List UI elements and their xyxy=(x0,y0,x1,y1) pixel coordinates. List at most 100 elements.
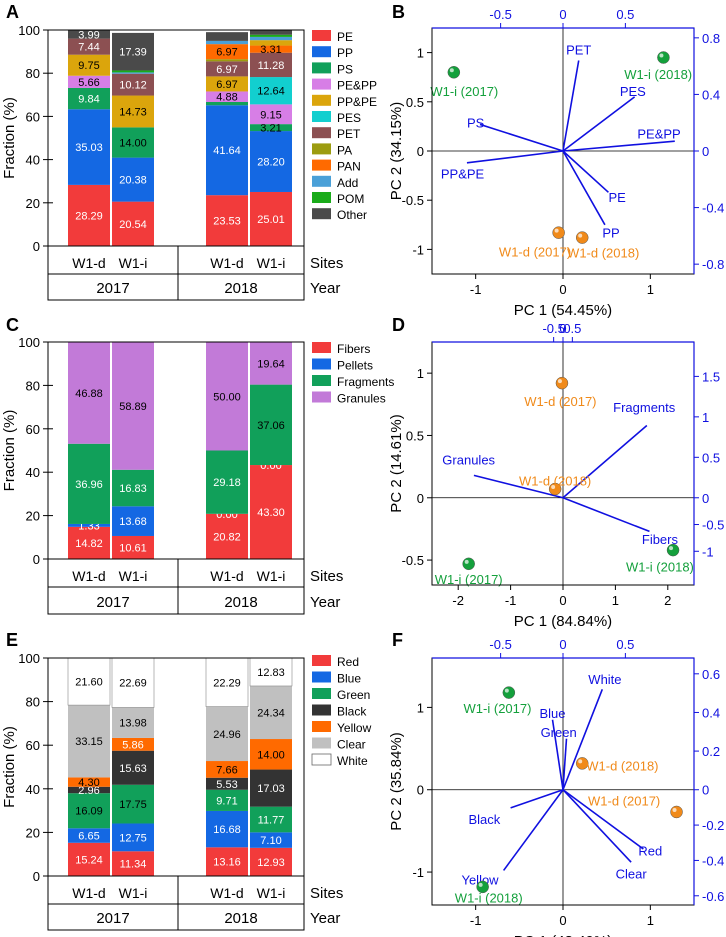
score-label: W1-i (2018) xyxy=(624,67,692,82)
y-tick-label: 0 xyxy=(33,869,40,884)
data-label: 7.66 xyxy=(216,764,237,776)
y-tick-label: 40 xyxy=(26,782,40,797)
legend-label: Granules xyxy=(337,392,386,406)
score-point-highlight xyxy=(554,228,559,233)
score-label: W1-i (2018) xyxy=(455,890,523,905)
bar-segment-pet xyxy=(68,38,110,55)
category-table xyxy=(47,875,305,931)
legend-label: Other xyxy=(337,208,367,222)
data-label: 24.34 xyxy=(257,708,285,720)
legend-label: PP&PE xyxy=(337,95,377,109)
year-label: 2018 xyxy=(224,280,257,297)
data-label: 11.28 xyxy=(258,60,285,72)
row-label-year: Year xyxy=(310,910,340,927)
bar-segment-add xyxy=(250,36,292,41)
bar-segment-fibers xyxy=(68,526,110,559)
y-tick-label: 40 xyxy=(26,465,40,480)
bar-segment-blue xyxy=(250,832,292,848)
loading-vector xyxy=(562,738,568,790)
loading-vector xyxy=(562,789,632,863)
panel-label: C xyxy=(6,315,19,335)
score-label: W1-d (2018) xyxy=(519,474,591,489)
bar-segment-yellow xyxy=(206,761,248,778)
top-tick-label: -0.5 xyxy=(489,637,511,652)
data-label: 16.09 xyxy=(75,806,103,818)
y-tick-label: -0.5 xyxy=(402,193,424,208)
panel-c: C14.821.3336.9646.88W1-d10.6113.6816.835… xyxy=(1,315,394,615)
bar-segment-clear xyxy=(206,706,248,762)
data-label: 15.63 xyxy=(119,763,147,775)
right-tick-label: -0.8 xyxy=(702,257,724,272)
x-tick-label: -1 xyxy=(505,593,517,608)
score-point xyxy=(657,51,670,64)
bar-segment-red xyxy=(68,842,110,876)
loading-vector xyxy=(562,150,606,226)
right-tick-label: 0.5 xyxy=(702,450,720,465)
bar-segment-black xyxy=(250,769,292,807)
loading-label: PES xyxy=(620,84,646,99)
score-point-highlight xyxy=(669,546,674,551)
data-label: 14.00 xyxy=(257,749,285,761)
loading-label: Yellow xyxy=(461,872,499,887)
legend-label: Pellets xyxy=(337,359,373,373)
bar-segment-yellow xyxy=(250,739,292,770)
score-point-highlight xyxy=(464,559,469,564)
top-tick-label: 0 xyxy=(559,637,566,652)
site-label: W1-d xyxy=(72,255,105,271)
legend-swatch xyxy=(312,78,331,90)
data-label: 14.73 xyxy=(119,106,147,118)
data-label: 43.30 xyxy=(257,507,285,519)
y-tick-label: 80 xyxy=(26,378,40,393)
y-tick-label: 40 xyxy=(26,153,40,168)
y-tick-label: 100 xyxy=(18,23,40,38)
bar-segment-other xyxy=(68,30,110,39)
loading-vector xyxy=(562,140,675,152)
right-tick-label: -0.4 xyxy=(702,201,724,216)
bar-segment-granules xyxy=(206,342,248,451)
legend-swatch xyxy=(312,671,331,683)
right-tick-label: 0.8 xyxy=(702,31,720,46)
score-label: W1-i (2017) xyxy=(435,572,503,587)
y-tick-label: 20 xyxy=(26,825,40,840)
score-label: W1-d (2017) xyxy=(524,394,596,409)
bar-segment-blue xyxy=(68,828,110,843)
bar-segment-granules xyxy=(68,342,110,444)
right-tick-label: 1 xyxy=(702,410,709,425)
y-tick-label: -1 xyxy=(412,865,424,880)
legend-swatch xyxy=(312,175,331,187)
data-label: 21.60 xyxy=(75,677,103,689)
y-tick-label: 0 xyxy=(417,144,424,159)
data-label: 12.83 xyxy=(257,667,285,679)
bar-segment-white xyxy=(67,657,111,706)
site-label: W1-d xyxy=(210,255,243,271)
bar-segment-green xyxy=(206,789,248,811)
x-tick-label: 0 xyxy=(559,282,566,297)
y-axis-label: Fraction (%) xyxy=(1,97,18,179)
bar-segment-fragments xyxy=(68,443,110,524)
data-label: 36.96 xyxy=(75,479,103,491)
data-label: 3.21 xyxy=(260,123,281,135)
legend-label: Yellow xyxy=(337,721,372,735)
data-label: 3.99 xyxy=(78,29,99,41)
panel-f: F White Blue Green Black Yellow Red Clear W1-i (… xyxy=(388,630,724,937)
y-tick-label: 0.5 xyxy=(406,428,424,443)
bar-segment-pp-pe xyxy=(250,40,292,46)
score-point-highlight xyxy=(659,53,664,58)
loading-label: Granules xyxy=(442,452,495,467)
loading-vector xyxy=(562,424,648,499)
data-label: 6.97 xyxy=(216,64,237,76)
score-point xyxy=(555,376,569,390)
bar-segment-pom xyxy=(112,70,154,73)
y-tick-label: 80 xyxy=(26,66,40,81)
y-tick-label: 0 xyxy=(417,783,424,798)
data-label: 14.00 xyxy=(119,137,147,149)
score-point-highlight xyxy=(578,759,583,764)
score-label: W1-d (2018) xyxy=(567,245,639,260)
legend-swatch xyxy=(312,342,331,353)
panel-label: D xyxy=(392,315,405,335)
loading-label: PET xyxy=(566,43,591,58)
data-label: 3.31 xyxy=(260,44,281,56)
legend-label: Blue xyxy=(337,672,361,686)
right-tick-label: -1 xyxy=(702,544,714,559)
top-tick-label: 0 xyxy=(559,7,566,22)
